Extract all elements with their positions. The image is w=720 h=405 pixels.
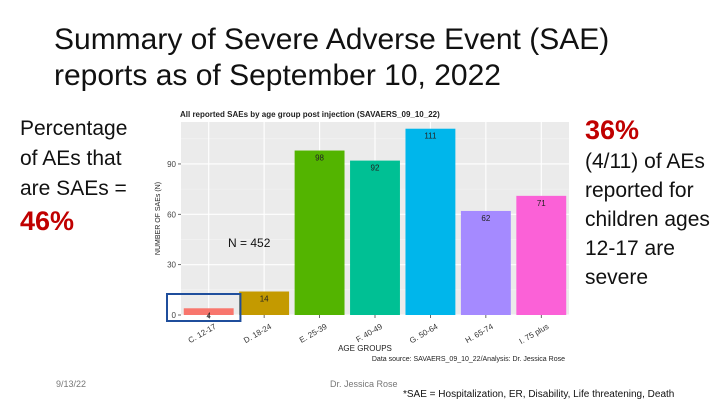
chart-title: All reported SAEs by age group post inje… <box>180 110 440 119</box>
bar-chart: All reported SAEs by age group post inje… <box>150 105 570 365</box>
y-tick-label: 90 <box>167 160 176 169</box>
x-tick-label: F. 40-49 <box>354 322 384 345</box>
y-tick-label: 30 <box>167 261 176 270</box>
bar-value-label: 62 <box>481 214 490 223</box>
x-tick-label: G. 50-64 <box>408 322 440 346</box>
y-tick-label: 60 <box>167 210 176 219</box>
bar-h-65-74 <box>460 210 511 315</box>
bar-i-75-plus <box>516 195 567 315</box>
y-axis-title: NUMBER OF SAEs (N) <box>155 182 162 255</box>
bar-value-label: 71 <box>537 199 546 208</box>
footer-author: Dr. Jessica Rose <box>330 379 398 389</box>
chart-annotation: N = 452 <box>228 236 271 250</box>
x-tick-label: E. 25-39 <box>298 322 329 345</box>
bar-c-12-17 <box>183 308 234 315</box>
bar-value-label: 14 <box>260 295 269 304</box>
footer-footnote: *SAE = Hospitalization, ER, Disability, … <box>403 389 675 400</box>
chart-source-caption: Data source: SAVAERS_09_10_22/Analysis: … <box>372 356 565 363</box>
x-axis-title: AGE GROUPS <box>338 344 392 353</box>
bar-value-label: 92 <box>371 164 380 173</box>
right-note: 36% (4/11) of AEs reported for children … <box>585 116 715 292</box>
highlight-box <box>166 293 242 322</box>
left-note-text: Percentage of AEs that are SAEs = <box>20 117 128 200</box>
bar-d-18-24 <box>239 291 290 315</box>
slide-title: Summary of Severe Adverse Event (SAE) re… <box>54 23 610 92</box>
bar-e-25-39 <box>294 150 345 315</box>
left-note: Percentage of AEs that are SAEs = 46% <box>20 114 150 236</box>
bar-value-label: 111 <box>424 132 437 141</box>
x-tick-label: C. 12-17 <box>187 322 219 345</box>
x-tick-label: D. 18-24 <box>242 322 274 345</box>
y-tick-label: 0 <box>172 311 177 320</box>
bar-g-50-64 <box>405 128 456 315</box>
bar-f-40-49 <box>350 160 400 315</box>
bar-value-label: 98 <box>315 154 324 163</box>
x-tick-label: H. 65-74 <box>464 322 496 345</box>
footer-date: 9/13/22 <box>56 379 87 389</box>
left-note-percentage: 46% <box>20 206 75 236</box>
right-note-percentage: 36% <box>585 115 640 145</box>
right-note-text: (4/11) of AEs reported for children ages… <box>585 150 710 289</box>
bar-chart-svg: All reported SAEs by age group post inje… <box>155 110 569 363</box>
x-tick-label: I. 75 plus <box>518 322 551 346</box>
